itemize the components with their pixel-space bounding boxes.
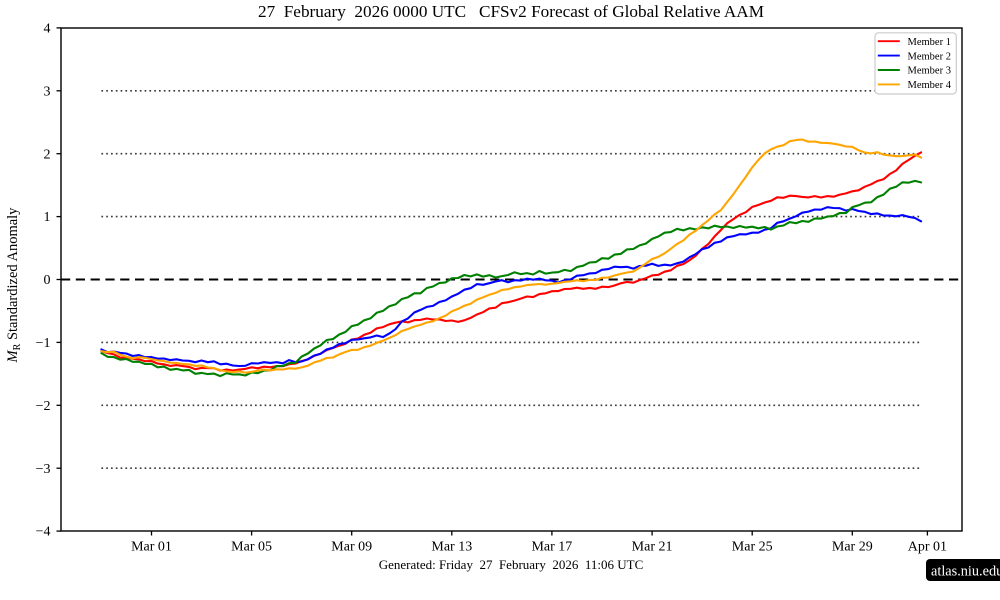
svg-text:Mar 01: Mar 01: [131, 540, 172, 555]
svg-text:Mar 21: Mar 21: [632, 540, 673, 555]
svg-text:2: 2: [44, 147, 51, 162]
svg-text:Member 3: Member 3: [908, 66, 951, 77]
svg-text:1: 1: [44, 210, 51, 225]
svg-text:4: 4: [44, 22, 51, 37]
svg-text:−3: −3: [36, 462, 51, 477]
svg-text:Mar 17: Mar 17: [531, 540, 572, 555]
svg-text:27 February 2026 0000 UTC: 27 February 2026 0000 UTC CFSv2 Forecast…: [258, 2, 764, 21]
svg-text:Generated: Friday 27 Februar: Generated: Friday 27 February 2026 11:06…: [379, 557, 644, 572]
svg-text:Mar 09: Mar 09: [331, 540, 372, 555]
svg-text:Apr 01: Apr 01: [908, 540, 947, 555]
svg-text:Member 4: Member 4: [908, 80, 952, 91]
svg-text:Member 1: Member 1: [908, 37, 951, 48]
svg-text:Member 2: Member 2: [908, 51, 951, 62]
svg-text:Mar 25: Mar 25: [732, 540, 773, 555]
svg-text:−2: −2: [36, 399, 51, 414]
svg-text:MR Standardized Anomaly: MR Standardized Anomaly: [5, 207, 23, 364]
svg-text:3: 3: [44, 84, 51, 99]
svg-text:−4: −4: [36, 525, 51, 540]
svg-text:atlas.niu.edu: atlas.niu.edu: [931, 564, 1000, 580]
svg-text:Mar 13: Mar 13: [431, 540, 472, 555]
svg-text:Mar 29: Mar 29: [832, 540, 873, 555]
svg-text:Mar 05: Mar 05: [231, 540, 272, 555]
svg-text:−1: −1: [36, 336, 51, 351]
svg-text:0: 0: [44, 273, 51, 288]
